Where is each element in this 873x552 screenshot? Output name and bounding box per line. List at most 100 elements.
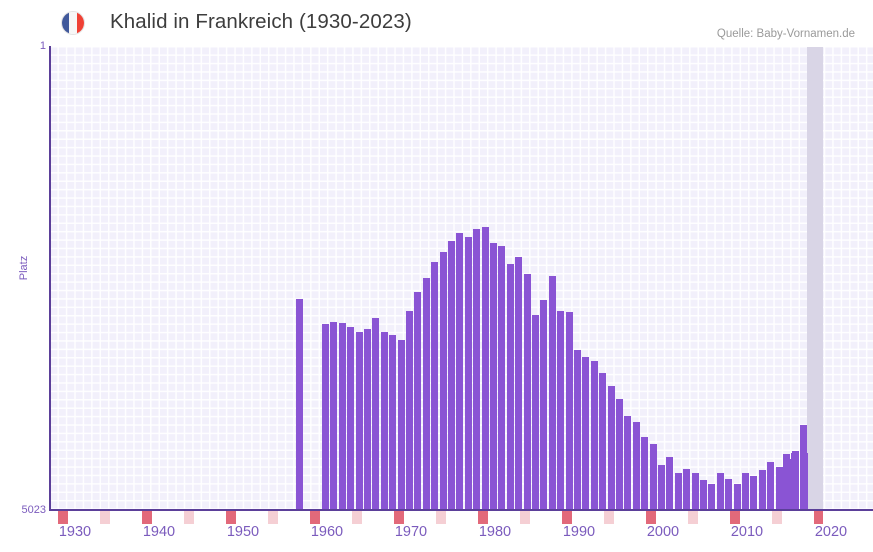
x-tick-1930: 1930	[58, 524, 92, 540]
bar-1963[interactable]	[330, 322, 337, 510]
bar-2021[interactable]	[791, 453, 798, 510]
bar-1997[interactable]	[616, 399, 623, 510]
bar-1970[interactable]	[389, 335, 396, 510]
bar-1975[interactable]	[431, 262, 438, 510]
bar-2002[interactable]	[658, 465, 665, 510]
bar-2015[interactable]	[767, 462, 774, 510]
bar-2004[interactable]	[675, 473, 682, 510]
bar-1976[interactable]	[440, 252, 447, 510]
axis-marker-decade-4	[226, 511, 236, 524]
bar-2007[interactable]	[700, 480, 707, 510]
axis-marker-decade-6	[310, 511, 320, 524]
axis-marker-decade-12	[562, 511, 572, 524]
y-axis-tick-top: 1	[39, 40, 46, 52]
bar-1996[interactable]	[608, 386, 615, 510]
x-tick-1940: 1940	[142, 524, 176, 540]
bar-1982[interactable]	[490, 243, 497, 510]
bar-2009[interactable]	[717, 473, 724, 510]
y-axis-line	[49, 46, 51, 511]
bar-1980[interactable]	[473, 229, 480, 510]
bar-2013[interactable]	[750, 476, 757, 510]
bar-1987[interactable]	[532, 315, 539, 510]
x-tick-2020: 2020	[814, 524, 848, 540]
axis-marker-half-13	[604, 511, 614, 524]
axis-marker-half-7	[352, 511, 362, 524]
bar-1978[interactable]	[456, 233, 463, 510]
bar-1995[interactable]	[599, 373, 606, 510]
bar-1962[interactable]	[322, 324, 329, 510]
x-tick-1980: 1980	[478, 524, 512, 540]
bar-1989[interactable]	[549, 276, 556, 510]
bar-1968[interactable]	[372, 318, 379, 510]
bar-1965[interactable]	[347, 327, 354, 510]
x-axis-tick-labels: 1930 1940 1950 1960 1970 1980 1990 2000 2010 2020	[0, 524, 873, 546]
bar-1984[interactable]	[507, 264, 514, 510]
bar-2020[interactable]	[783, 454, 790, 510]
axis-marker-decade-16	[730, 511, 740, 524]
flag-band-blue	[62, 12, 70, 34]
bar-2012[interactable]	[742, 473, 749, 510]
x-tick-1970: 1970	[394, 524, 428, 540]
x-tick-2010: 2010	[730, 524, 764, 540]
flag-band-red	[76, 12, 84, 34]
axis-marker-decade-8	[394, 511, 404, 524]
plot-area	[50, 47, 873, 510]
y-axis-title: Platz	[18, 255, 30, 281]
bar-2008[interactable]	[708, 484, 715, 510]
bar-series	[50, 47, 873, 510]
axis-marker-half-15	[688, 511, 698, 524]
axis-marker-decade-2	[142, 511, 152, 524]
bar-1979[interactable]	[465, 237, 472, 510]
bar-2006[interactable]	[692, 473, 699, 510]
bar-1973[interactable]	[414, 292, 421, 510]
axis-marker-half-11	[520, 511, 530, 524]
bar-1992[interactable]	[574, 350, 581, 510]
bar-2000[interactable]	[641, 437, 648, 510]
bar-1998[interactable]	[624, 416, 631, 510]
axis-marker-half-9	[436, 511, 446, 524]
axis-marker-half-3	[184, 511, 194, 524]
bar-1981[interactable]	[482, 227, 489, 510]
bar-1986[interactable]	[524, 274, 531, 510]
bar-1991[interactable]	[566, 312, 573, 510]
x-tick-1950: 1950	[226, 524, 260, 540]
bar-1969[interactable]	[381, 332, 388, 510]
bar-1993[interactable]	[582, 357, 589, 510]
bar-1972[interactable]	[406, 311, 413, 510]
bar-1983[interactable]	[498, 246, 505, 510]
bar-1971[interactable]	[398, 340, 405, 510]
decade-markers	[50, 511, 873, 524]
bar-1985[interactable]	[515, 257, 522, 510]
bar-2022[interactable]	[800, 425, 807, 510]
x-tick-1960: 1960	[310, 524, 344, 540]
bar-1999[interactable]	[633, 422, 640, 510]
bar-1974[interactable]	[423, 278, 430, 510]
bar-1990[interactable]	[557, 311, 564, 510]
bar-1994[interactable]	[591, 361, 598, 510]
axis-marker-decade-0	[58, 511, 68, 524]
x-tick-1990: 1990	[562, 524, 596, 540]
x-axis-line	[49, 509, 873, 511]
bar-1988[interactable]	[540, 300, 547, 510]
flag-band-white	[69, 12, 77, 34]
no-data-band	[807, 47, 823, 510]
bar-2010[interactable]	[725, 479, 732, 510]
bar-2001[interactable]	[650, 444, 657, 510]
axis-marker-decade-10	[478, 511, 488, 524]
axis-marker-half-1	[100, 511, 110, 524]
bar-1977[interactable]	[448, 241, 455, 510]
page-title: Khalid in Frankreich (1930-2023)	[110, 10, 412, 33]
bar-2014[interactable]	[759, 470, 766, 510]
source-attribution: Quelle: Baby-Vornamen.de	[716, 28, 855, 40]
bar-1964[interactable]	[339, 323, 346, 510]
bar-1959[interactable]	[296, 299, 303, 510]
bar-2003[interactable]	[666, 457, 673, 510]
bar-1966[interactable]	[356, 332, 363, 510]
bar-2011[interactable]	[734, 484, 741, 510]
bar-2016[interactable]	[776, 467, 783, 510]
axis-marker-decade-14	[646, 511, 656, 524]
bar-1967[interactable]	[364, 329, 371, 510]
axis-marker-half-5	[268, 511, 278, 524]
bar-2005[interactable]	[683, 469, 690, 510]
france-flag-icon	[61, 11, 85, 35]
